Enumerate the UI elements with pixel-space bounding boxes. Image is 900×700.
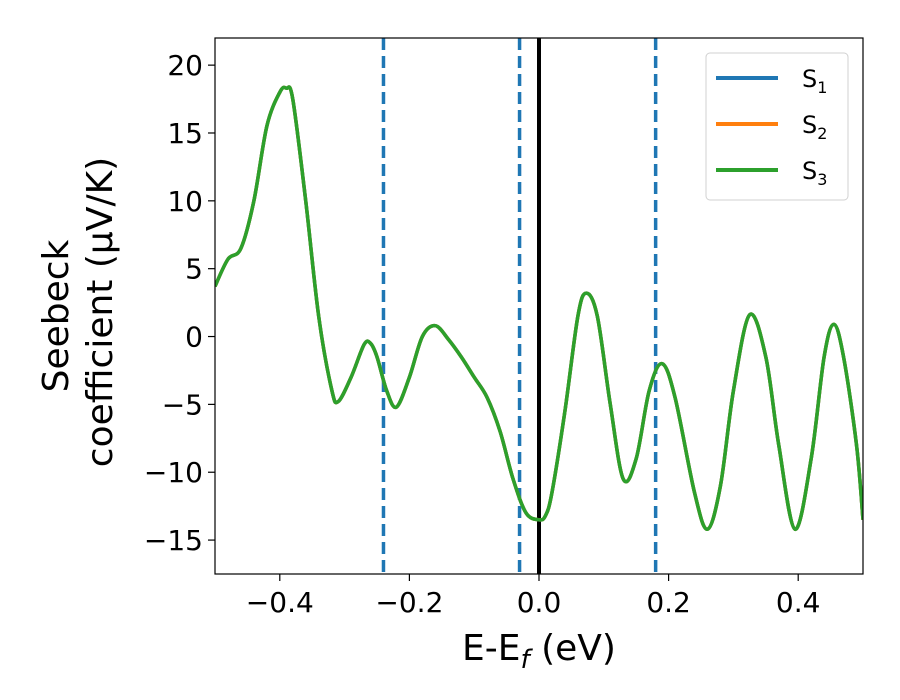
legend-label-s3: S3 [802,157,827,189]
x-tick-label: 0.2 [646,586,691,619]
y-tick-label: −15 [144,524,203,557]
x-tick-label: 0.0 [517,586,562,619]
x-axis-label-unit: (eV) [530,628,616,669]
axis-ticks: −0.4 −0.2 0.0 0.2 0.4 −15 −10 −5 0 5 10 15 20 [144,49,821,619]
legend: S1 S2 S3 [705,52,849,201]
y-tick-label: −5 [162,388,203,421]
legend-label-s1: S1 [802,65,827,97]
y-tick-label: 15 [167,117,203,150]
y-tick-label: 5 [185,253,203,286]
y-tick-label: −10 [144,456,203,489]
y-tick-label: 10 [167,185,203,218]
x-axis-label: E-Ef (eV) [462,628,616,675]
y-axis-label-line1: Seebeck [36,239,77,392]
y-tick-label: 0 [185,321,203,354]
x-axis-label-main: E-E [462,628,520,669]
y-axis-label-line2: coefficient (μV/K) [80,157,121,467]
legend-box [705,52,849,201]
x-tick-label: −0.2 [375,586,443,619]
series-line-s3 [215,85,863,531]
legend-label-s2: S2 [802,111,827,143]
x-tick-label: 0.4 [776,586,821,619]
plot-area [215,38,863,574]
x-tick-label: −0.4 [246,586,314,619]
y-tick-label: 20 [167,49,203,82]
